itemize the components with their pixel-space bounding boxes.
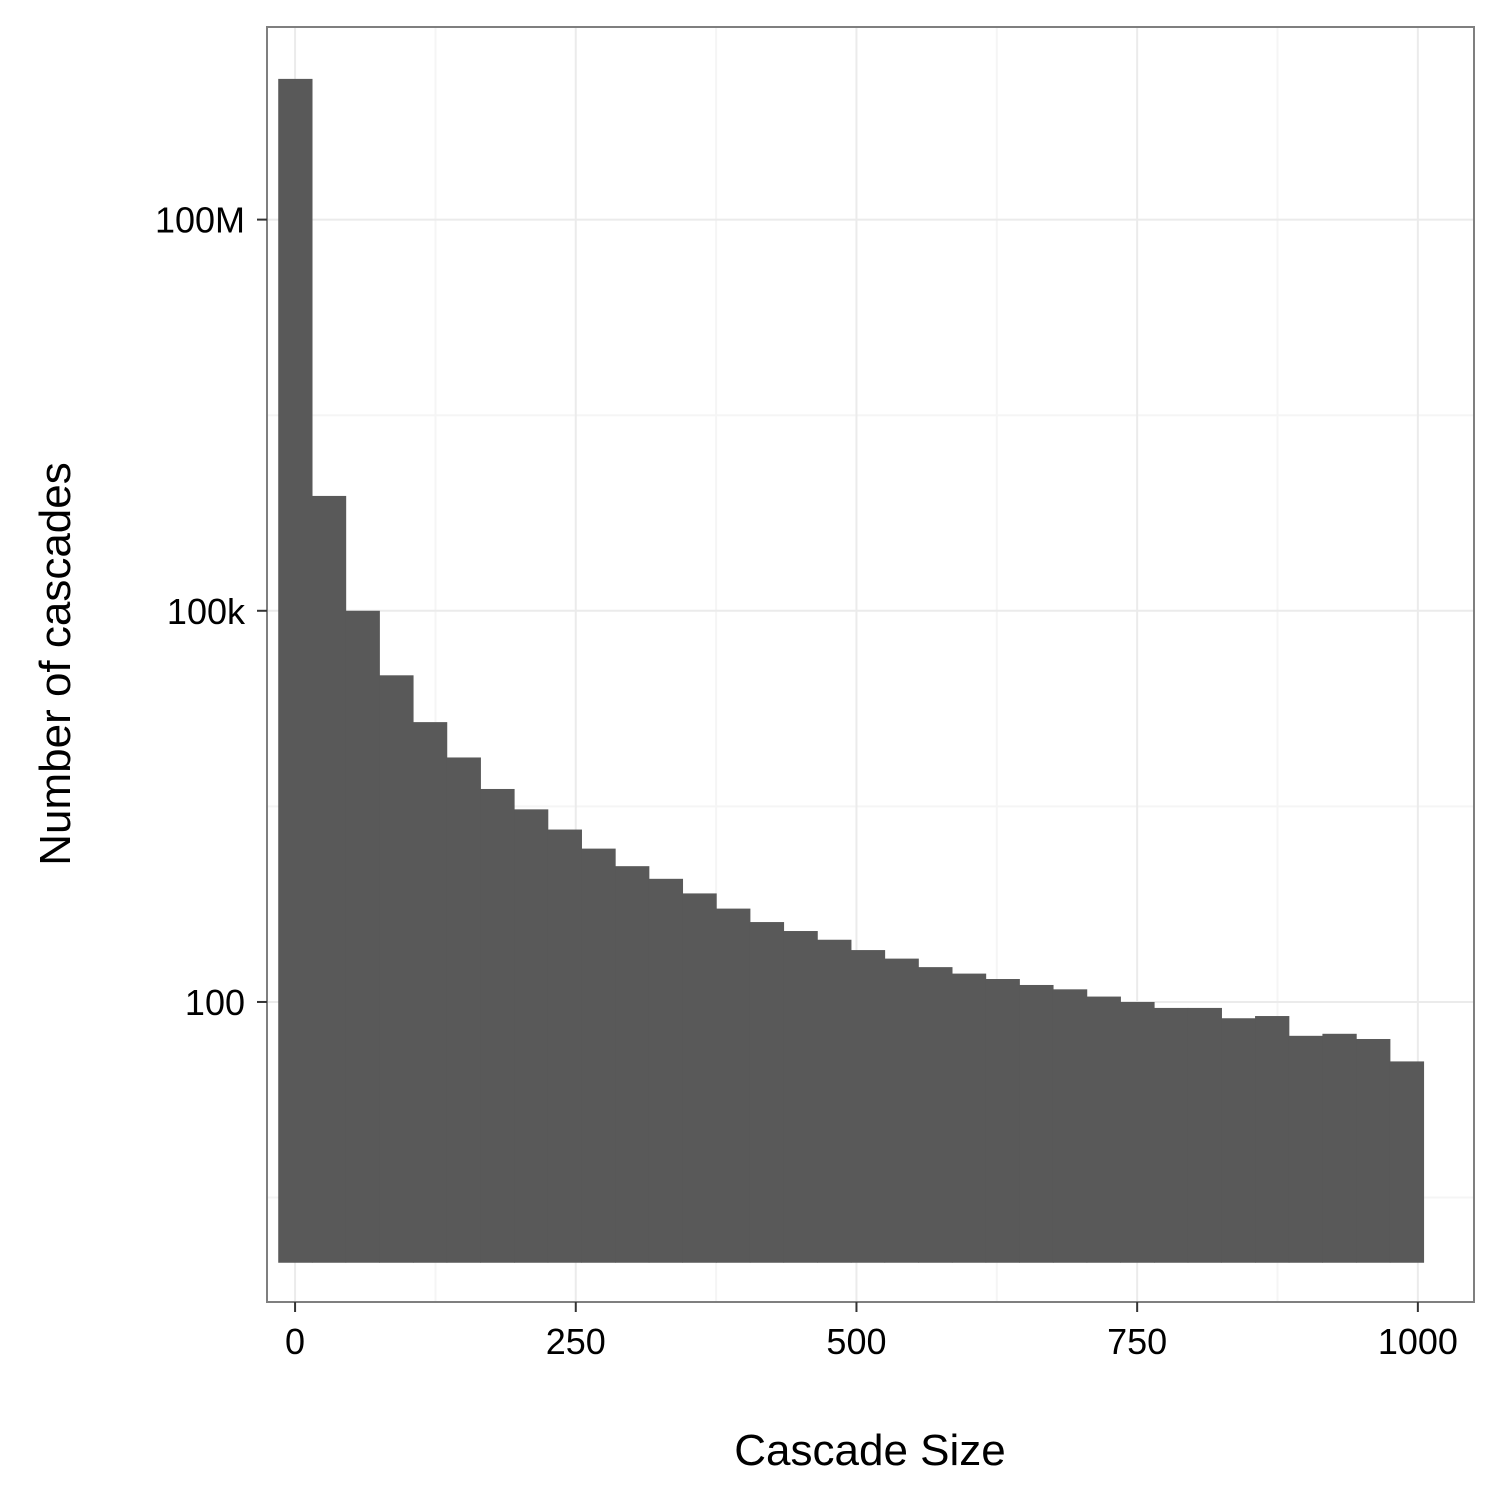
histogram-bar <box>581 848 616 1263</box>
histogram-bar <box>412 722 448 1263</box>
histogram-bar <box>278 78 313 1263</box>
histogram-bar <box>311 495 347 1263</box>
x-tick-label: 500 <box>826 1321 886 1362</box>
histogram-bar <box>783 931 818 1263</box>
x-tick-label: 1000 <box>1378 1321 1458 1362</box>
histogram-bar <box>817 939 852 1263</box>
histogram-bar <box>985 979 1020 1263</box>
histogram-bar <box>345 610 380 1263</box>
histogram-bar <box>918 967 953 1263</box>
histogram-bar <box>1389 1061 1425 1263</box>
histogram-bar <box>648 878 684 1263</box>
histogram-bar <box>480 788 515 1263</box>
y-tick-label: 100k <box>167 591 246 632</box>
histogram-bar <box>682 893 717 1263</box>
histogram-bar <box>1019 984 1054 1263</box>
y-axis-title: Number of cascades <box>31 462 80 866</box>
histogram-bar <box>1052 989 1088 1263</box>
histogram-bar <box>850 950 886 1263</box>
x-tick-label: 250 <box>546 1321 606 1362</box>
histogram-bar <box>615 866 650 1263</box>
histogram-bar <box>1255 1016 1290 1263</box>
histogram-bar <box>1120 1001 1155 1263</box>
histogram-bar <box>379 675 414 1263</box>
histogram-bar <box>749 922 785 1263</box>
histogram-bar <box>1154 1007 1189 1263</box>
x-tick-label: 750 <box>1107 1321 1167 1362</box>
histogram-bars <box>278 78 1425 1263</box>
y-tick-label: 100M <box>155 200 245 241</box>
histogram-bar <box>1356 1038 1391 1263</box>
axes: 0 250 500 750 1000 100 100k 100M <box>155 200 1458 1362</box>
x-axis-title: Cascade Size <box>734 1426 1005 1475</box>
x-tick-label: 0 <box>285 1321 305 1362</box>
histogram-bar <box>547 829 582 1263</box>
histogram-bar <box>1187 1007 1222 1263</box>
histogram-bar <box>884 958 919 1263</box>
histogram-bar <box>1086 996 1121 1263</box>
histogram-bar <box>1288 1035 1324 1263</box>
panel-border <box>266 26 1475 1303</box>
histogram-bar <box>1322 1033 1357 1263</box>
histogram-bar <box>1221 1018 1256 1263</box>
histogram-bar <box>514 809 549 1263</box>
histogram-bar <box>446 757 481 1263</box>
histogram-bar <box>951 973 987 1263</box>
histogram-bar <box>716 908 751 1263</box>
y-tick-label: 100 <box>185 982 245 1023</box>
